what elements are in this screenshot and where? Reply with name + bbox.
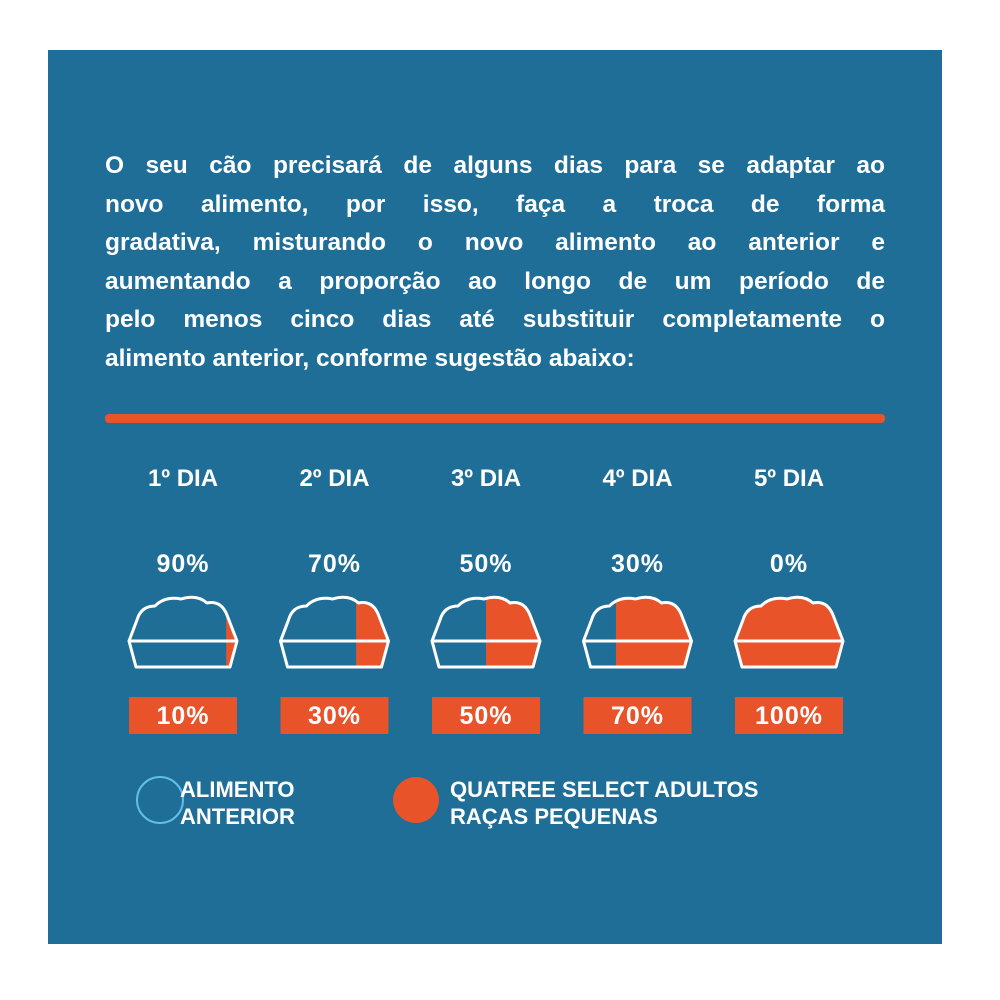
day-label: 1º DIA [147,465,219,492]
day-label: 3º DIA [450,465,522,492]
bowl-outline [733,595,845,669]
panel [48,50,942,944]
old-percent: 70% [307,550,362,578]
legend-text: QUATREE SELECT ADULTOS [450,777,759,802]
intro-line: gradativa, misturando o novo alimento ao… [105,229,885,256]
bowl-new-part [615,597,692,667]
bowl-new-part [226,597,237,667]
intro-line: O seu cão precisará de alguns dias para … [105,152,885,179]
legend-text: RAÇAS PEQUENAS [450,804,658,829]
new-percent-box [735,697,843,734]
bowl-outline [582,595,693,669]
new-percent-box [583,697,692,734]
new-percent-box [280,697,389,734]
intro-line: alimento anterior, conforme sugestão aba… [105,344,635,372]
old-percent: 90% [156,550,210,578]
bowl-outline [127,595,239,669]
old-percent: 50% [459,550,513,578]
day-label: 2º DIA [299,465,370,492]
legend-swatch [393,777,439,823]
new-percent-box [129,697,237,734]
bowl-old-part [432,597,486,667]
bowl-outline [279,595,390,669]
old-percent: 0% [769,550,809,578]
bowl-old-part [280,597,357,667]
new-percent-box [432,697,540,734]
day-label: 4º DIA [602,465,673,492]
intro-line: pelo menos cinco dias até substituir com… [105,306,885,333]
divider [105,414,885,423]
new-percent: 30% [307,702,362,730]
day-label: 5º DIA [753,465,825,492]
legend-text: ALIMENTO [180,777,295,802]
new-percent: 50% [459,702,513,730]
new-percent: 70% [610,702,665,730]
intro-line: aumentando a proporção ao longo de um pe… [105,267,885,295]
bowl-new-part [735,597,843,667]
new-percent: 100% [755,702,823,730]
legend-text: ANTERIOR [180,804,295,829]
intro-line: novo alimento, por isso, faça a troca de… [105,190,885,218]
bowl-outline [430,595,542,669]
legend-swatch [136,776,184,824]
old-percent: 30% [610,550,665,578]
new-percent: 10% [156,702,210,730]
